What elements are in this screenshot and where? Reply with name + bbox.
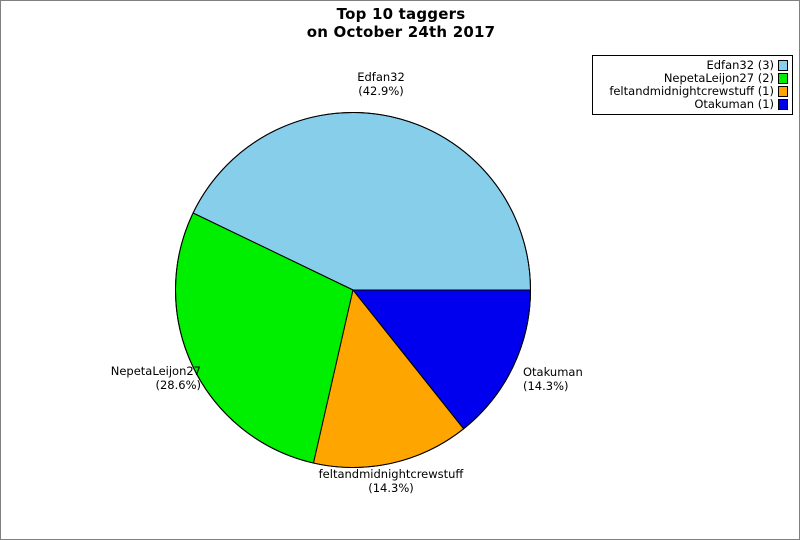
title-line-2: on October 24th 2017 <box>306 23 496 41</box>
slice-label-pct-0: (42.9%) <box>358 84 404 98</box>
pie-chart <box>175 112 531 468</box>
legend-swatch-0 <box>778 60 788 71</box>
legend-label-0: Edfan32 (3) <box>706 58 774 72</box>
slice-label-pct-2: (14.3%) <box>368 481 414 495</box>
legend-item-3[interactable]: Otakuman (1) <box>597 98 788 111</box>
slice-label-feltandmidnightcrewstuff: feltandmidnightcrewstuff (14.3%) <box>291 467 491 495</box>
legend-swatch-3 <box>778 99 788 110</box>
legend-item-1[interactable]: NepetaLeijon27 (2) <box>597 72 788 85</box>
chart-legend: Edfan32 (3) NepetaLeijon27 (2) feltandmi… <box>592 55 793 115</box>
slice-label-nepetaleijon27: NepetaLeijon27 (28.6%) <box>21 364 201 392</box>
slice-label-name-2: feltandmidnightcrewstuff <box>318 467 464 481</box>
pie-svg <box>175 112 531 468</box>
page-title: Top 10 taggers on October 24th 2017 <box>1 5 799 41</box>
slice-label-edfan32: Edfan32 (42.9%) <box>311 70 451 98</box>
legend-label-3: Otakuman (1) <box>694 97 774 111</box>
slice-label-pct-1: (28.6%) <box>155 378 201 392</box>
slice-label-otakuman: Otakuman (14.3%) <box>523 365 683 393</box>
slice-label-name-0: Edfan32 <box>357 70 405 84</box>
legend-item-2[interactable]: feltandmidnightcrewstuff (1) <box>597 85 788 98</box>
slice-label-pct-3: (14.3%) <box>523 379 569 393</box>
legend-label-2: feltandmidnightcrewstuff (1) <box>609 84 774 98</box>
legend-swatch-1 <box>778 73 788 84</box>
slice-label-name-3: Otakuman <box>523 365 583 379</box>
pie-outline <box>175 112 531 468</box>
legend-label-1: NepetaLeijon27 (2) <box>663 71 774 85</box>
legend-item-0[interactable]: Edfan32 (3) <box>597 59 788 72</box>
legend-swatch-2 <box>778 86 788 97</box>
title-line-1: Top 10 taggers <box>336 5 466 23</box>
slice-label-name-1: NepetaLeijon27 <box>110 364 201 378</box>
